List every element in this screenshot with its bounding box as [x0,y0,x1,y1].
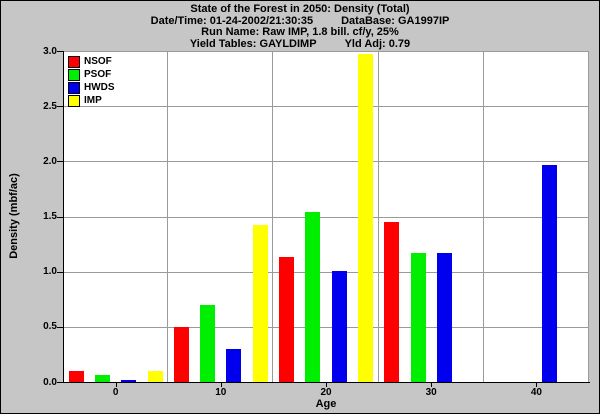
y-tick-mark [57,106,63,108]
bar-psof-age-30 [410,252,426,382]
legend-label: IMP [84,95,102,106]
vertical-gridline [167,51,168,382]
y-tick-label: 3.0 [43,45,57,57]
x-tick-mark [431,383,433,387]
vertical-gridline [378,51,379,382]
chart-header: State of the Forest in 2050: Density (To… [1,3,599,51]
x-axis-title: Age [315,398,337,410]
horizontal-gridline [63,106,589,108]
horizontal-gridline [63,51,589,52]
vertical-gridline [483,51,484,382]
y-axis-line [63,51,64,383]
bar-imp-age-10 [252,225,268,382]
y-tick-mark [57,161,63,163]
bar-nsof-age-30 [384,222,400,382]
bar-nsof-age-20 [279,257,295,382]
legend-label: HWDS [84,82,115,93]
bar-psof-age-10 [200,304,216,382]
y-tick-label: 2.5 [43,100,57,112]
horizontal-gridline [63,216,589,218]
legend-label: PSOF [84,69,112,80]
bar-hwds-age-0 [121,379,137,382]
y-tick-label: 1.5 [43,211,57,222]
vertical-gridline [588,51,589,382]
horizontal-gridline [63,271,589,273]
bar-nsof-age-0 [68,370,84,382]
yield-adjust-label: Yld Adj: 0.79 [344,37,411,50]
x-tick-mark [115,383,117,387]
x-tick-label: 40 [530,387,542,398]
y-tick-mark [57,216,63,218]
bar-nsof-age-10 [173,326,189,382]
database-label: DataBase: GA1997IP [341,14,450,27]
y-tick-mark [57,271,63,273]
horizontal-gridline [63,161,589,163]
run-name-label: Run Name: Raw IMP, 1.8 bill. cf/y, 25% [201,26,399,38]
bar-imp-age-20 [357,54,373,382]
yield-tables-label: Yield Tables: GAYLDIMP [189,37,317,50]
y-tick-label: 1.0 [43,266,57,278]
legend-swatch-icon [68,94,80,107]
x-axis-line [63,382,590,383]
bar-psof-age-20 [305,212,321,382]
chart-title: State of the Forest in 2050: Density (To… [190,3,410,15]
legend-swatch-icon [68,81,80,94]
datetime-label: Date/Time: 01-24-2002/21:30:35 [150,14,314,27]
bar-psof-age-0 [94,375,110,382]
y-tick-label: 0.5 [43,321,57,333]
chart-subtitle-line-1: Date/Time: 01-24-2002/21:30:35 DataBase: … [1,14,599,28]
x-tick-label: 20 [320,387,332,398]
legend: NSOF PSOF HWDS IMP [68,55,115,107]
vertical-gridline [272,51,273,382]
bar-hwds-age-20 [331,270,347,382]
plot-area: NSOF PSOF HWDS IMP [63,51,589,382]
legend-item-psof: PSOF [68,68,115,81]
legend-label: NSOF [84,56,112,67]
y-tick-mark [57,326,63,328]
chart-title-line: State of the Forest in 2050: Density (To… [1,3,599,16]
legend-item-nsof: NSOF [68,55,115,68]
y-tick-label: 0.0 [43,376,57,388]
x-tick-mark [220,383,222,387]
bar-imp-age-0 [147,370,163,382]
x-tick-label: 30 [425,387,437,398]
chart-subtitle-line-3: Yield Tables: GAYLDIMP Yld Adj: 0.79 [1,37,599,51]
legend-swatch-icon [68,55,80,68]
legend-item-imp: IMP [68,94,115,107]
bar-hwds-age-30 [436,252,452,382]
x-tick-mark [536,383,538,387]
y-tick-mark [57,382,63,383]
bar-hwds-age-40 [542,164,558,382]
x-tick-label: 0 [112,387,119,398]
legend-item-hwds: HWDS [68,81,115,94]
y-tick-label: 2.0 [43,155,57,167]
y-tick-mark [57,51,63,52]
legend-swatch-icon [68,68,80,81]
x-tick-mark [326,383,327,387]
y-axis-title: Density (mbf/ac) [8,173,20,259]
bar-hwds-age-10 [226,348,242,382]
chart-subtitle-line-2: Run Name: Raw IMP, 1.8 bill. cf/y, 25% [1,26,599,39]
horizontal-gridline [63,326,589,328]
x-tick-label: 10 [215,387,227,398]
